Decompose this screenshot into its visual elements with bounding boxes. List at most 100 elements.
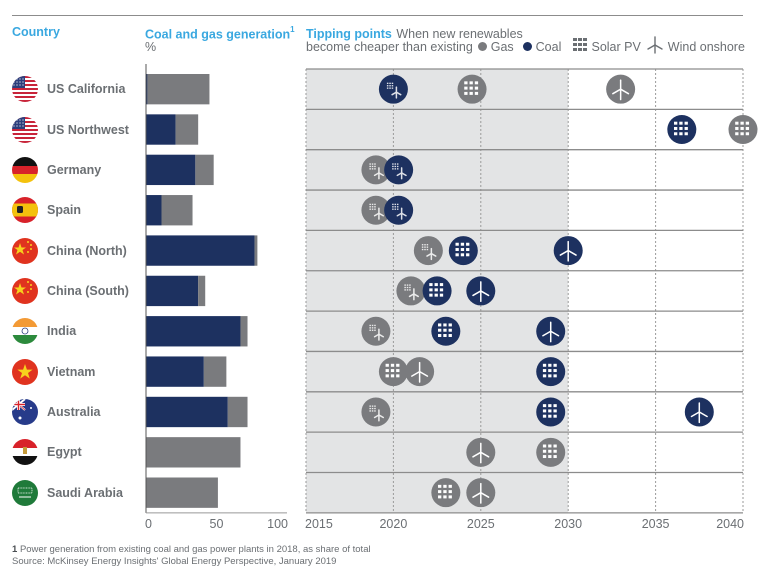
solar-pv-icon: [392, 203, 399, 210]
country-label: Saudi Arabia: [47, 485, 123, 500]
tipping-point-circle: [361, 155, 391, 185]
country-label: Vietnam: [47, 364, 96, 379]
tipping-point-gas: [466, 478, 496, 508]
generation-title: Coal and gas generation: [145, 27, 291, 42]
country-row: US California: [12, 76, 126, 103]
tipping-point-circle: [396, 276, 426, 306]
wind-onshore-icon: [472, 281, 490, 303]
gas-bar: [161, 195, 193, 226]
wind-onshore-icon: [373, 167, 385, 180]
country-label: Australia: [47, 404, 101, 419]
solar-pv-icon: [674, 121, 688, 136]
country-label: Spain: [47, 203, 82, 218]
top-rule: [12, 15, 743, 16]
country-label: Germany: [47, 162, 102, 177]
solar-pv-icon: [464, 81, 479, 95]
tipping-point-gas: [361, 316, 391, 346]
wind-onshore-icon: [373, 207, 385, 220]
legend-solar: Solar PV: [591, 40, 641, 54]
gas-bar: [195, 154, 214, 186]
tipping-point-coal: [384, 155, 414, 185]
flag-es-icon: [12, 197, 38, 224]
tipping-point-chart: 2015 2020 2025 2030 2035 2040: [305, 68, 758, 531]
timeline-tick-label: 2040: [716, 517, 744, 531]
tipping-point-gas: [728, 115, 758, 145]
wind-onshore-icon: [373, 409, 385, 422]
tipping-point-gas: [536, 437, 566, 467]
wind-onshore-icon: [559, 240, 577, 262]
tipping-point-gas: [361, 195, 391, 225]
footnote: 1 Power generation from existing coal an…: [12, 544, 371, 568]
coal-bar: [146, 356, 204, 387]
country-label: China (North): [47, 243, 127, 258]
wind-onshore-icon: [542, 321, 560, 343]
solar-pv-icon: [542, 363, 557, 378]
country-label: China (South): [47, 283, 129, 298]
tipping-point-gas: [396, 276, 426, 306]
flag-us-icon: [12, 76, 38, 103]
tipping-point-coal: [536, 397, 566, 427]
legend-wind: Wind onshore: [667, 40, 745, 54]
timeline-tick-label: 2015: [305, 517, 333, 531]
coal-bar: [146, 154, 196, 186]
solar-pv-icon: [386, 82, 394, 89]
coal-dot-icon: [523, 42, 533, 51]
gas-bar: [146, 477, 218, 508]
solar-pv-icon: [542, 444, 557, 459]
country-row: US Northwest: [12, 116, 129, 143]
flag-cn-icon: [12, 237, 38, 264]
tipping-point-coal: [378, 74, 408, 104]
tipping-point-coal: [536, 357, 566, 387]
tipping-point-circle: [378, 74, 408, 104]
solar-pv-icon: [542, 404, 557, 418]
solar-pv-icon: [385, 363, 400, 378]
tipping-point-coal: [667, 115, 697, 145]
flag-sa-icon: [12, 479, 38, 506]
tipping-point-circle: [361, 316, 391, 346]
tipping-point-circle: [361, 397, 391, 427]
tipping-point-gas: [405, 357, 435, 387]
wind-onshore-icon: [612, 79, 630, 101]
solar-pv-icon: [429, 283, 444, 297]
tipping-point-gas: [466, 437, 496, 467]
country-row: China (North): [12, 237, 127, 264]
solar-pv-icon: [438, 484, 452, 499]
flag-au-icon: [12, 398, 38, 425]
gas-bar: [198, 275, 206, 307]
solar-pv-icon: [369, 203, 376, 210]
country-row: Spain: [12, 197, 82, 224]
country-label: Egypt: [47, 445, 82, 460]
tipping-point-gas: [378, 357, 408, 387]
wind-onshore-icon: [411, 361, 429, 383]
source-line: Source: McKinsey Energy Insights' Global…: [12, 556, 337, 567]
country-row: Australia: [12, 398, 101, 425]
gas-dot-icon: [478, 42, 488, 51]
flag-cn-icon: [12, 277, 38, 304]
timeline-tick-label: 2025: [467, 517, 495, 531]
wind-onshore-icon: [472, 482, 490, 504]
gas-bar: [203, 356, 227, 387]
tipping-point-circle: [361, 195, 391, 225]
timeline-tick-label: 2030: [554, 517, 582, 531]
footnote-text: Power generation from existing coal and …: [19, 544, 371, 555]
solar-pv-icon: [735, 121, 750, 136]
country-label: US California: [47, 82, 126, 97]
tipping-point-gas: [361, 397, 391, 427]
tipping-point-gas: [431, 478, 461, 508]
generation-bar-chart: 0 50 100: [145, 64, 288, 531]
solar-pv-icon: [438, 323, 452, 337]
wind-onshore-icon: [373, 328, 385, 341]
coal-bar: [146, 195, 162, 226]
country-header: Country: [12, 25, 60, 39]
country-row: Egypt: [12, 439, 82, 466]
footnote-line: 1 Power generation from existing coal an…: [12, 544, 371, 556]
tipping-point-coal: [431, 316, 461, 346]
flag-us-icon: [12, 116, 38, 143]
legend-gas: Gas: [490, 40, 514, 54]
coal-bar: [146, 396, 228, 428]
flag-eg-icon: [12, 439, 38, 466]
tipping-point-gas: [413, 236, 443, 266]
legend-coal: Coal: [535, 40, 562, 54]
tipping-point-coal: [466, 276, 496, 306]
